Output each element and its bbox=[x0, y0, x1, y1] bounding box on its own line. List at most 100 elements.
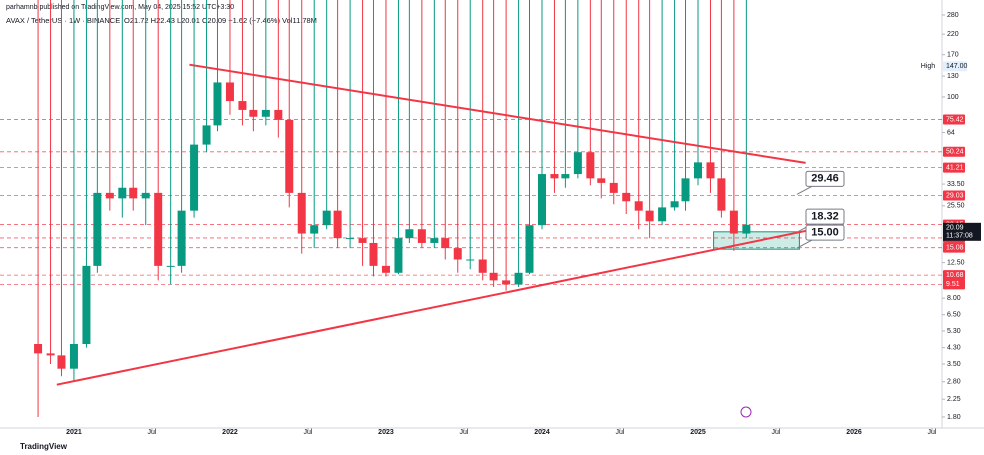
candle-body bbox=[634, 201, 643, 211]
y-tick-label: 2.80 bbox=[947, 379, 961, 386]
candle-body bbox=[394, 238, 403, 273]
candle-body bbox=[129, 187, 138, 199]
x-tick-label: Jul bbox=[616, 429, 625, 436]
candle-body bbox=[249, 109, 258, 117]
trendline bbox=[56, 229, 806, 386]
candle-body bbox=[261, 109, 270, 117]
level-tag bbox=[943, 279, 965, 290]
level-label: 29.03 bbox=[946, 192, 964, 199]
level-tag bbox=[943, 146, 965, 157]
candle-body bbox=[453, 248, 462, 260]
candle-body bbox=[561, 174, 570, 179]
x-tick-label: 2023 bbox=[378, 429, 394, 436]
y-tick-label: 64 bbox=[947, 129, 955, 136]
event-icon bbox=[740, 406, 752, 418]
y-tick-label: 1.80 bbox=[947, 414, 961, 421]
candle-body bbox=[550, 174, 559, 179]
candle-body bbox=[225, 82, 234, 102]
candle-body bbox=[118, 187, 127, 199]
candle-body bbox=[346, 238, 355, 240]
footer-logo: TradingView bbox=[20, 442, 68, 451]
candle-body bbox=[333, 210, 342, 239]
level-tag bbox=[943, 270, 965, 281]
candle-body bbox=[430, 238, 439, 243]
candle-body bbox=[717, 178, 726, 211]
y-tick-label: 3.50 bbox=[947, 361, 961, 368]
candle-body bbox=[238, 101, 247, 110]
level-tag bbox=[943, 242, 965, 253]
x-tick-label: 2024 bbox=[534, 429, 550, 436]
candle-body bbox=[213, 82, 222, 126]
x-tick-label: Jul bbox=[460, 429, 469, 436]
candle-body bbox=[93, 192, 102, 266]
candle-body bbox=[46, 353, 55, 356]
candle-body bbox=[466, 259, 475, 261]
x-tick-label: 2026 bbox=[846, 429, 862, 436]
y-tick-label: 220 bbox=[947, 31, 959, 38]
high-label: 147.00 bbox=[946, 63, 968, 70]
candle-body bbox=[177, 210, 186, 266]
callout-box bbox=[805, 170, 845, 187]
candle-body bbox=[478, 259, 487, 273]
candle-body bbox=[658, 207, 667, 222]
candle-body bbox=[525, 225, 534, 273]
candle-body bbox=[381, 265, 390, 273]
y-tick-label: 25.50 bbox=[947, 203, 965, 210]
candle-body bbox=[573, 152, 582, 175]
candle-body bbox=[202, 125, 211, 145]
level-tag bbox=[943, 190, 965, 201]
callout-box bbox=[805, 224, 845, 241]
candle-body bbox=[57, 355, 66, 369]
candle-body bbox=[82, 265, 91, 344]
candle-body bbox=[154, 192, 163, 266]
symbol: AVAX / TetherUS · 1W · BINANCE bbox=[6, 16, 120, 25]
candle-body bbox=[297, 192, 306, 234]
candle-body bbox=[405, 229, 414, 239]
candle-body bbox=[586, 152, 595, 179]
high-tag bbox=[943, 61, 967, 72]
candle-body bbox=[693, 162, 702, 179]
y-tick-label: 2.25 bbox=[947, 396, 961, 403]
candle-body bbox=[729, 210, 738, 234]
trendline bbox=[189, 63, 806, 164]
ohlc: O21.72 H22.43 L20.01 C20.09 −1.62 (−7.46… bbox=[124, 16, 317, 25]
candle-body bbox=[742, 224, 751, 234]
candle-body bbox=[105, 192, 114, 199]
x-tick-label: 2025 bbox=[690, 429, 706, 436]
candle-body bbox=[310, 225, 319, 234]
candle-body bbox=[34, 343, 43, 354]
candle-body bbox=[274, 109, 283, 120]
callout-label: 29.46 bbox=[811, 173, 839, 185]
last-price: 20.09 bbox=[946, 225, 964, 232]
y-tick-label: 280 bbox=[947, 12, 959, 19]
candle-body bbox=[514, 272, 523, 285]
candle-body bbox=[681, 178, 690, 202]
candle-body bbox=[190, 144, 199, 211]
x-tick-label: Jul bbox=[147, 429, 156, 436]
y-tick-label: 12.50 bbox=[947, 259, 965, 266]
y-tick-label: 6.50 bbox=[947, 312, 961, 319]
candle-body bbox=[645, 210, 654, 222]
y-tick-label: 5.30 bbox=[947, 328, 961, 335]
y-tick-label: 170 bbox=[947, 52, 959, 59]
callout-tail bbox=[796, 239, 813, 249]
candle-body bbox=[622, 192, 631, 202]
candle-body bbox=[609, 182, 618, 193]
level-tag bbox=[943, 162, 965, 173]
callout-box bbox=[805, 208, 845, 225]
x-tick-label: 2022 bbox=[222, 429, 238, 436]
level-label: 75.42 bbox=[946, 116, 964, 123]
candle-body bbox=[141, 192, 150, 199]
candle-body bbox=[670, 201, 679, 208]
candle-body bbox=[441, 238, 450, 249]
candle-body bbox=[489, 272, 498, 281]
candle-body bbox=[285, 119, 294, 193]
level-label: 10.68 bbox=[946, 272, 964, 279]
countdown: 11:37:08 bbox=[946, 233, 973, 240]
candle-body bbox=[358, 238, 367, 243]
candle-body bbox=[69, 343, 78, 369]
candle-body bbox=[322, 210, 331, 226]
candle-body bbox=[537, 174, 546, 226]
